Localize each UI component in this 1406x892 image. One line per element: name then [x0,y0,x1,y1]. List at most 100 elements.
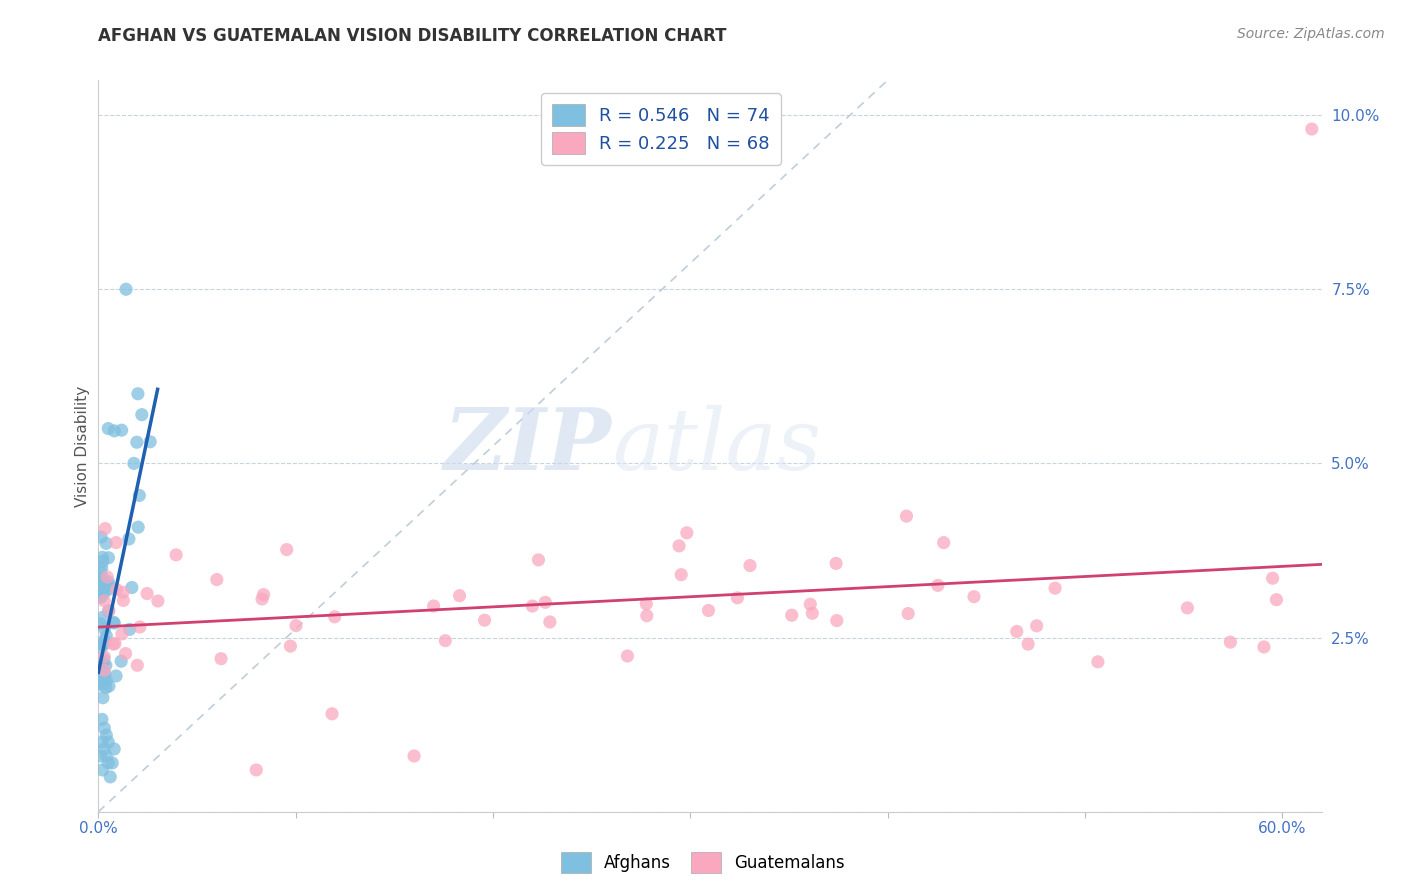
Point [104,636,127,650]
Point [91,657,114,671]
Point [636,597,658,611]
Point [96,728,118,742]
Point [280,639,302,653]
Point [799,597,821,611]
Point [93,663,115,677]
Point [91,550,114,565]
Point [112,593,135,607]
Point [90,574,112,589]
Legend: R = 0.546   N = 74, R = 0.225   N = 68: R = 0.546 N = 74, R = 0.225 N = 68 [541,93,780,165]
Text: ZIP: ZIP [444,404,612,488]
Legend: Afghans, Guatemalans: Afghans, Guatemalans [554,846,852,880]
Point [780,608,803,623]
Point [89,616,111,631]
Point [404,749,426,764]
Point [103,615,125,630]
Point [538,615,561,629]
Point [111,627,134,641]
Point [103,637,125,651]
Point [927,578,949,592]
Point [97,756,120,770]
Point [1017,637,1039,651]
Point [111,423,134,437]
Point [128,620,150,634]
Point [1219,635,1241,649]
Point [127,520,149,534]
Point [1261,571,1284,585]
Point [534,595,557,609]
Point [94,522,117,536]
Point [97,735,120,749]
Point [321,706,343,721]
Point [825,557,848,571]
Point [125,435,148,450]
Point [93,742,115,756]
Point [276,542,298,557]
Point [105,535,128,549]
Point [93,638,115,652]
Point [1005,624,1028,639]
Point [449,589,471,603]
Point [434,633,457,648]
Point [93,633,115,648]
Point [146,594,169,608]
Point [89,580,111,594]
Point [90,640,112,655]
Point [725,591,748,605]
Point [105,669,128,683]
Point [103,424,125,438]
Point [90,561,112,575]
Point [94,536,117,550]
Point [118,532,141,546]
Point [97,604,120,618]
Point [1043,581,1066,595]
Point [97,582,120,597]
Point [89,678,111,692]
Text: 60.0%: 60.0% [1258,822,1306,836]
Point [245,763,267,777]
Point [89,590,111,604]
Point [97,550,120,565]
Point [91,656,114,670]
Point [91,763,114,777]
Point [932,535,955,549]
Text: AFGHAN VS GUATEMALAN VISION DISABILITY CORRELATION CHART: AFGHAN VS GUATEMALAN VISION DISABILITY C… [98,27,727,45]
Point [91,610,114,624]
Point [118,623,141,637]
Point [205,573,228,587]
Point [111,585,134,599]
Point [91,571,114,585]
Point [252,588,274,602]
Point [139,434,162,449]
Point [93,674,115,689]
Point [1253,640,1275,654]
Point [1301,122,1323,136]
Point [250,591,273,606]
Point [527,553,550,567]
Point [89,565,111,579]
Point [128,488,150,502]
Point [122,457,145,471]
Point [115,282,138,296]
Point [105,582,128,597]
Point [98,770,121,784]
Point [522,599,544,613]
Point [323,609,346,624]
Point [669,567,692,582]
Point [422,599,444,613]
Point [616,648,638,663]
Point [1087,655,1109,669]
Point [801,607,824,621]
Point [103,615,125,630]
Point [963,590,986,604]
Point [697,603,720,617]
Point [127,658,149,673]
Point [93,669,115,683]
Point [136,586,159,600]
Point [96,673,118,688]
Point [897,607,920,621]
Point [93,652,115,666]
Point [90,575,112,590]
Point [90,590,112,604]
Point [1177,600,1199,615]
